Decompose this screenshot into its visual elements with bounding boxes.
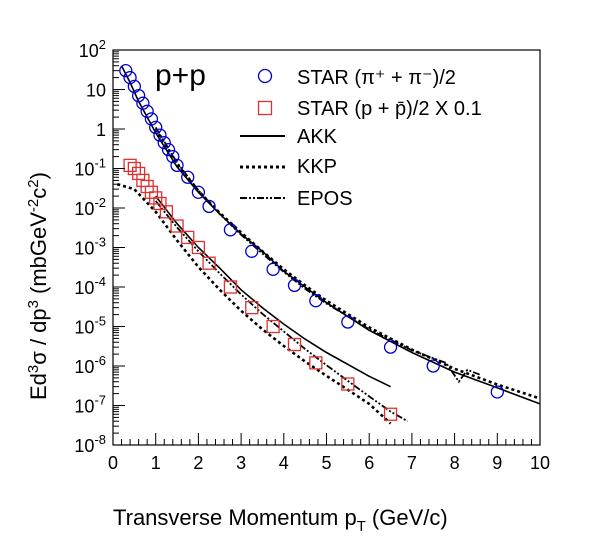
legend-kkp-label: KKP bbox=[297, 156, 337, 178]
x-tick-label: 10 bbox=[530, 453, 550, 473]
curve-akk-proton bbox=[155, 195, 391, 388]
legend-proton-label: STAR (p + p̄)/2 X 0.1 bbox=[297, 98, 482, 120]
axis-ticks-group: 0 1 2 3 4 5 6 7 8 9 10 102 10 1 10-1 10-2 10-3 10-4 10-5 10… bbox=[74, 37, 550, 473]
x-axis-title-subscript: T bbox=[357, 518, 366, 535]
y-axis-unit-pre: (mbGeV bbox=[26, 212, 51, 294]
y-tick-label: 1 bbox=[96, 120, 106, 140]
legend-pion-marker-icon bbox=[257, 68, 273, 84]
y-tick-label: 10-3 bbox=[74, 235, 106, 259]
curve-epos-proton bbox=[154, 200, 409, 422]
y-tick-label: 10 bbox=[86, 81, 106, 101]
y-axis-title-main: Ed bbox=[26, 373, 51, 400]
proton-data-point bbox=[202, 256, 216, 270]
x-tick-label: 5 bbox=[321, 453, 331, 473]
curve-kkp-proton bbox=[116, 182, 392, 425]
x-tick-label: 6 bbox=[364, 453, 374, 473]
y-tick-label: 10-5 bbox=[74, 314, 106, 338]
proton-data-point bbox=[287, 337, 302, 352]
legend-proton-marker-icon bbox=[257, 100, 273, 116]
proton-data-point bbox=[127, 161, 142, 176]
proton-data-point bbox=[223, 280, 238, 294]
pion-data-point bbox=[136, 96, 150, 110]
pion-data-point bbox=[144, 112, 159, 126]
pion-data-point bbox=[119, 64, 133, 78]
curve-epos-pion bbox=[154, 126, 481, 384]
pion-data-point bbox=[341, 315, 355, 329]
x-tick-label: 4 bbox=[279, 453, 289, 473]
y-tick-label: 10-1 bbox=[74, 156, 106, 180]
curve-akk-pion bbox=[120, 65, 541, 405]
pion-data-point bbox=[490, 385, 504, 399]
proton-data-point bbox=[309, 356, 323, 370]
legend-akk-label: AKK bbox=[297, 126, 338, 148]
x-tick-label: 7 bbox=[407, 453, 417, 473]
pion-data-point bbox=[161, 143, 176, 157]
y-tick-label: 10-2 bbox=[74, 195, 106, 219]
y-tick-label: 10-7 bbox=[74, 393, 106, 417]
pion-data-point bbox=[426, 359, 440, 373]
x-tick-label: 2 bbox=[193, 453, 203, 473]
pion-data-point bbox=[181, 170, 195, 184]
y-axis-title-sup1: 3 bbox=[25, 365, 42, 373]
y-axis-unit-post: ) bbox=[26, 172, 51, 179]
legend: STAR (π⁺ + π⁻)/2 STAR (p + p̄)/2 X 0.1 A… bbox=[240, 67, 482, 210]
theory-curves-group bbox=[116, 65, 541, 425]
y-axis-title: Ed3σ / dp3(mbGeV-2c2) bbox=[25, 172, 51, 400]
pion-data-point bbox=[149, 120, 163, 135]
x-tick-label: 1 bbox=[151, 453, 161, 473]
proton-data-point bbox=[245, 301, 259, 315]
y-tick-label: 10-8 bbox=[74, 432, 106, 456]
pion-data-point bbox=[223, 223, 238, 237]
x-axis-title: Transverse Momentum pT (GeV/c) bbox=[113, 505, 448, 535]
proton-data-point bbox=[123, 158, 137, 173]
pion-data-point bbox=[309, 294, 323, 308]
y-axis-unit-mid: c bbox=[26, 188, 51, 199]
legend-epos-label: EPOS bbox=[297, 188, 353, 210]
pion-data-point bbox=[202, 199, 216, 214]
pion-data-point bbox=[170, 158, 184, 173]
pion-data-point bbox=[131, 88, 146, 103]
legend-pion-label: STAR (π⁺ + π⁻)/2 bbox=[297, 67, 456, 89]
proton-data-point bbox=[170, 219, 184, 233]
y-tick-label: 102 bbox=[79, 37, 106, 61]
proton-data-point bbox=[181, 230, 195, 245]
proton-data-point bbox=[159, 205, 174, 219]
pion-data-point bbox=[191, 185, 206, 199]
y-tick-label: 10-6 bbox=[74, 353, 106, 377]
pion-data-point bbox=[245, 244, 259, 258]
pion-data-point bbox=[383, 340, 398, 354]
x-tick-label: 8 bbox=[450, 453, 460, 473]
x-tick-label: 0 bbox=[108, 453, 118, 473]
proton-data-point bbox=[341, 377, 355, 391]
pion-data-point bbox=[123, 70, 137, 85]
data-markers-group bbox=[119, 64, 504, 421]
collision-system-label: p+p bbox=[155, 59, 206, 92]
y-axis-title-sup2: 3 bbox=[25, 300, 42, 308]
proton-data-point bbox=[266, 319, 280, 334]
pion-data-point bbox=[153, 128, 167, 142]
pion-data-point bbox=[157, 136, 171, 150]
proton-data-point bbox=[383, 407, 398, 421]
pion-data-point bbox=[266, 262, 280, 276]
pion-data-point bbox=[287, 278, 302, 293]
proton-data-point bbox=[131, 166, 146, 181]
pion-data-point bbox=[166, 149, 180, 164]
pion-data-point bbox=[140, 104, 154, 118]
x-tick-label: 9 bbox=[492, 453, 502, 473]
y-tick-label: 10-4 bbox=[74, 274, 106, 298]
proton-data-point bbox=[191, 240, 206, 255]
x-tick-label: 3 bbox=[236, 453, 246, 473]
y-axis-title-mid: σ / dp bbox=[26, 308, 51, 364]
x-axis-title-unit: (GeV/c) bbox=[372, 505, 448, 530]
y-axis-unit-sup1: -2 bbox=[25, 199, 42, 212]
y-axis-unit-sup2: 2 bbox=[25, 179, 42, 187]
x-axis-title-main: Transverse Momentum p bbox=[113, 505, 357, 530]
